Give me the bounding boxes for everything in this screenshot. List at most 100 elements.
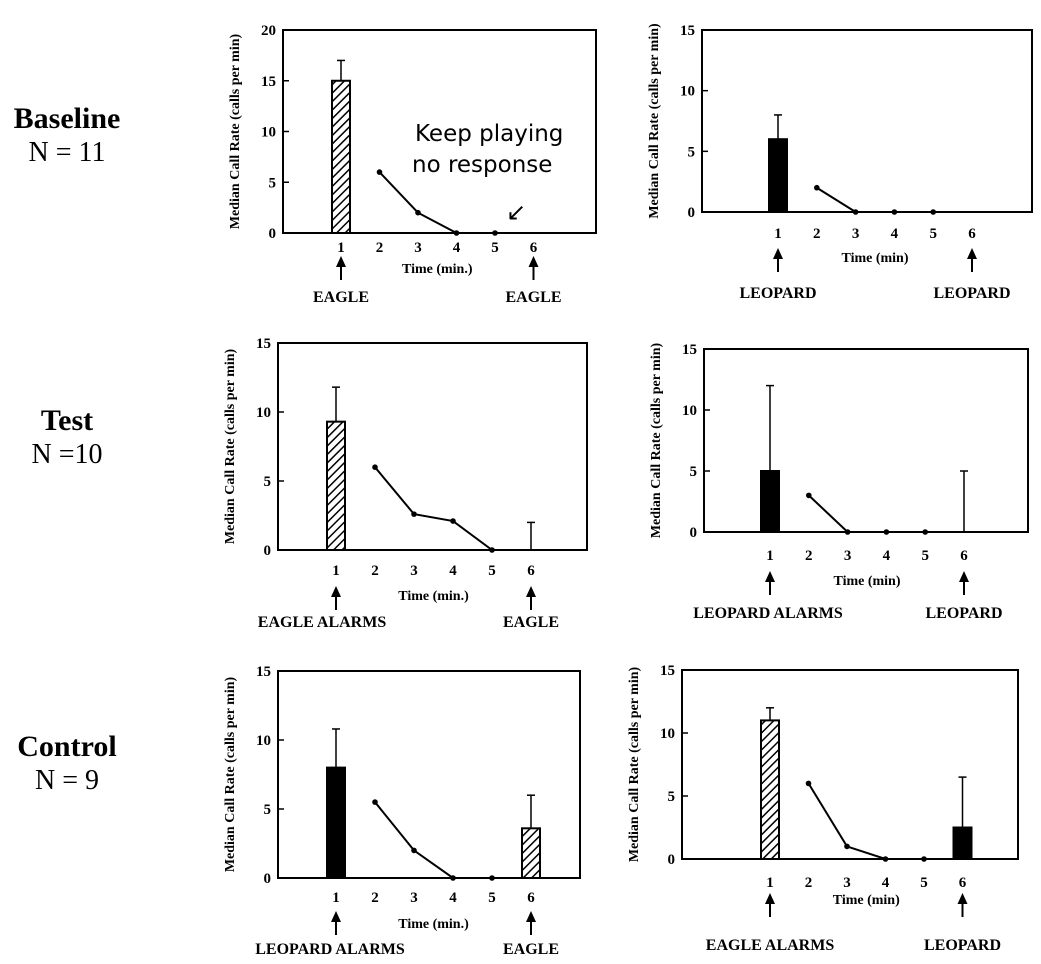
row-name: Baseline: [13, 102, 121, 135]
x-axis-label: Time (min.): [398, 589, 469, 604]
plot-frame: [277, 342, 588, 551]
series-point: [372, 464, 378, 471]
y-tick-label: 0: [690, 525, 698, 541]
x-tick-label: 1: [332, 563, 340, 579]
y-tick-label: 5: [690, 464, 698, 480]
bar: [326, 420, 346, 551]
y-tick-label: 5: [668, 789, 676, 805]
y-tick-label: 0: [264, 871, 272, 887]
stimulus-label: LEOPARD: [925, 605, 1002, 622]
y-tick-label: 10: [680, 84, 695, 100]
x-tick-label: 2: [813, 226, 821, 242]
stimulus-label: EAGLE ALARMS: [706, 937, 835, 954]
y-tick-label: 15: [256, 664, 271, 680]
stimulus-label: LEOPARD: [924, 937, 1001, 954]
x-tick-label: 4: [449, 563, 457, 579]
series-point: [453, 230, 460, 236]
series-line: [816, 186, 934, 213]
playback-arrowhead: [957, 893, 968, 904]
bar: [521, 827, 541, 880]
x-tick-label: 4: [882, 875, 890, 891]
y-tick-label: 15: [660, 663, 675, 679]
y-tick-label: 10: [256, 405, 271, 421]
series-point: [806, 492, 812, 499]
x-tick-label: 6: [960, 548, 968, 564]
y-axis-label: Median Call Rate (calls per min): [647, 23, 662, 219]
stimulus-label: LEOPARD ALARMS: [693, 605, 843, 622]
plot-frame: [701, 29, 1033, 213]
playback-arrowhead: [967, 248, 977, 259]
y-tick-label: 10: [261, 125, 276, 141]
x-tick-label: 6: [530, 240, 538, 256]
series-point: [922, 529, 928, 535]
stimulus-label: EAGLE: [313, 289, 369, 306]
playback-arrowhead: [526, 586, 536, 597]
playback-arrowhead: [331, 911, 341, 922]
x-tick-label: 4: [449, 890, 457, 906]
y-axis-label: Median Call Rate (calls per min): [627, 667, 642, 863]
series-point: [844, 529, 851, 535]
row-n: N =10: [31, 439, 103, 470]
bar: [760, 719, 780, 861]
series-line: [378, 171, 495, 234]
x-tick-label: 1: [337, 240, 345, 256]
row-n: N = 9: [34, 765, 99, 796]
bar: [952, 826, 973, 860]
chart-panel-2: 0 5 10 15 Median Call Rate (calls per min) 1 2…: [647, 23, 1033, 302]
stimulus-label: EAGLE: [503, 941, 559, 958]
row-name: Test: [40, 404, 94, 437]
stimulus-label: LEOPARD: [739, 285, 816, 302]
row-n: N = 11: [28, 137, 106, 168]
playback-arrowhead: [773, 248, 783, 259]
playback-arrowhead: [959, 571, 969, 582]
y-tick-label: 15: [682, 342, 697, 358]
x-tick-label: 5: [491, 240, 499, 256]
stimulus-label: LEOPARD ALARMS: [255, 941, 405, 958]
x-tick-label: 1: [774, 226, 782, 242]
y-tick-label: 10: [660, 726, 675, 742]
playback-arrowhead: [336, 256, 346, 267]
x-tick-label: 2: [376, 240, 384, 256]
plot-frame: [681, 669, 1019, 860]
x-tick-label: 5: [920, 875, 928, 891]
series-point: [882, 856, 889, 862]
annotation-arrow-icon: ↙: [506, 198, 526, 226]
series-point: [814, 184, 820, 191]
chart-panel-4: 0 5 10 15 Median Call Rate (calls per min) 1 2…: [649, 342, 1029, 622]
playback-arrowhead: [765, 893, 775, 904]
plot-frame: [703, 348, 1029, 533]
x-tick-label: 3: [414, 240, 422, 256]
y-tick-label: 15: [256, 336, 271, 352]
y-tick-label: 0: [264, 543, 272, 559]
x-tick-label: 4: [891, 226, 899, 242]
series-point: [852, 209, 859, 215]
y-tick-label: 0: [269, 226, 277, 242]
series-point: [921, 856, 927, 862]
annotation-line-2: no response: [412, 152, 552, 178]
x-axis-label: Time (min): [841, 251, 908, 266]
y-tick-label: 5: [688, 144, 696, 160]
y-tick-label: 10: [256, 733, 271, 749]
x-axis-label: Time (min): [833, 574, 900, 589]
plot-frame: [277, 670, 581, 879]
series-point: [411, 511, 417, 517]
series-point: [930, 209, 936, 215]
y-tick-label: 10: [682, 403, 697, 419]
x-tick-label: 3: [843, 875, 851, 891]
playback-arrowhead: [331, 586, 341, 597]
x-tick-label: 2: [371, 563, 379, 579]
series-point: [415, 209, 421, 216]
row-label-baseline: Baseline N = 11: [2, 102, 132, 170]
y-tick-label: 5: [269, 175, 277, 191]
x-tick-label: 2: [805, 875, 813, 891]
row-label-test: Test N =10: [2, 404, 132, 472]
x-tick-label: 1: [766, 548, 774, 564]
series-line: [808, 494, 926, 533]
x-tick-label: 5: [488, 890, 496, 906]
stimulus-label: EAGLE: [505, 289, 561, 306]
x-tick-label: 6: [527, 563, 535, 579]
series-point: [891, 209, 898, 215]
y-axis-label: Median Call Rate (calls per min): [649, 343, 664, 539]
stimulus-label: EAGLE ALARMS: [258, 614, 387, 631]
